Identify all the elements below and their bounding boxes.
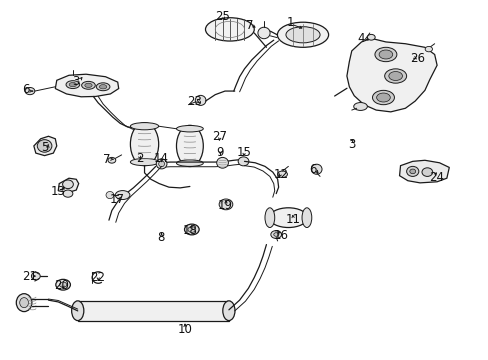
Ellipse shape	[409, 169, 415, 174]
Bar	[78, 301, 228, 320]
Ellipse shape	[106, 192, 114, 199]
Ellipse shape	[277, 171, 287, 177]
Text: 12: 12	[273, 168, 288, 181]
Ellipse shape	[130, 158, 158, 166]
Polygon shape	[55, 74, 119, 97]
Text: 24: 24	[429, 171, 444, 184]
Ellipse shape	[130, 123, 158, 130]
Ellipse shape	[72, 301, 83, 320]
Ellipse shape	[176, 160, 203, 166]
Ellipse shape	[406, 166, 418, 176]
Text: 13: 13	[51, 185, 65, 198]
Ellipse shape	[16, 294, 32, 312]
Text: 5: 5	[41, 141, 48, 154]
Ellipse shape	[270, 230, 281, 238]
Text: 1: 1	[286, 16, 294, 29]
Ellipse shape	[96, 83, 110, 91]
Text: 9: 9	[216, 145, 224, 158]
Ellipse shape	[99, 85, 106, 89]
Ellipse shape	[269, 208, 307, 228]
Text: 4: 4	[357, 32, 365, 45]
Text: 21: 21	[22, 270, 38, 283]
Ellipse shape	[421, 168, 432, 176]
Text: 25: 25	[215, 10, 229, 23]
Text: 7: 7	[245, 19, 253, 32]
Text: 2: 2	[136, 152, 143, 165]
Ellipse shape	[115, 190, 130, 199]
Ellipse shape	[311, 164, 322, 174]
Text: 23: 23	[187, 95, 202, 108]
Ellipse shape	[205, 18, 254, 41]
Ellipse shape	[195, 95, 205, 105]
Ellipse shape	[273, 233, 278, 236]
Ellipse shape	[84, 83, 92, 87]
Ellipse shape	[156, 159, 166, 169]
Ellipse shape	[176, 125, 203, 167]
Ellipse shape	[158, 161, 164, 167]
Polygon shape	[58, 178, 79, 193]
Text: 20: 20	[54, 279, 69, 292]
Text: 22: 22	[90, 271, 104, 284]
Ellipse shape	[20, 298, 28, 308]
Ellipse shape	[384, 69, 406, 83]
Text: 3: 3	[347, 138, 355, 150]
Ellipse shape	[374, 47, 396, 62]
Polygon shape	[34, 136, 57, 156]
Text: 7: 7	[103, 153, 110, 166]
Ellipse shape	[187, 226, 195, 232]
Ellipse shape	[216, 157, 228, 168]
Polygon shape	[399, 160, 448, 183]
Ellipse shape	[25, 87, 35, 95]
Ellipse shape	[353, 103, 366, 111]
Text: 19: 19	[217, 199, 232, 212]
Ellipse shape	[37, 140, 52, 152]
Ellipse shape	[66, 81, 80, 89]
Ellipse shape	[302, 208, 311, 228]
Ellipse shape	[60, 282, 67, 287]
Text: 6: 6	[22, 83, 30, 96]
Text: 15: 15	[237, 145, 251, 158]
Text: 10: 10	[177, 323, 192, 336]
Ellipse shape	[376, 93, 389, 102]
Ellipse shape	[277, 22, 328, 47]
Ellipse shape	[372, 90, 394, 105]
Ellipse shape	[424, 46, 431, 52]
Ellipse shape	[264, 208, 274, 228]
Ellipse shape	[378, 50, 392, 59]
Polygon shape	[346, 39, 436, 112]
Ellipse shape	[223, 301, 235, 320]
Ellipse shape	[56, 279, 70, 290]
Ellipse shape	[257, 27, 269, 39]
Text: 27: 27	[211, 130, 226, 144]
Ellipse shape	[62, 180, 73, 189]
Text: 11: 11	[285, 213, 300, 226]
Text: 16: 16	[273, 229, 288, 242]
Ellipse shape	[238, 157, 248, 166]
Text: 18: 18	[182, 224, 197, 237]
Ellipse shape	[108, 157, 116, 163]
Ellipse shape	[176, 126, 203, 132]
Ellipse shape	[366, 35, 374, 40]
Ellipse shape	[388, 72, 402, 81]
Text: 8: 8	[157, 231, 164, 244]
Ellipse shape	[184, 224, 199, 235]
Ellipse shape	[285, 27, 320, 43]
Ellipse shape	[69, 82, 76, 87]
Text: 14: 14	[154, 152, 169, 165]
Ellipse shape	[63, 190, 73, 197]
Ellipse shape	[31, 272, 40, 280]
Ellipse shape	[130, 123, 158, 166]
Text: 17: 17	[109, 193, 124, 206]
Ellipse shape	[81, 81, 95, 89]
Text: 26: 26	[409, 51, 424, 64]
Ellipse shape	[219, 199, 232, 210]
Text: 6: 6	[308, 163, 316, 176]
Text: 3: 3	[72, 75, 80, 88]
